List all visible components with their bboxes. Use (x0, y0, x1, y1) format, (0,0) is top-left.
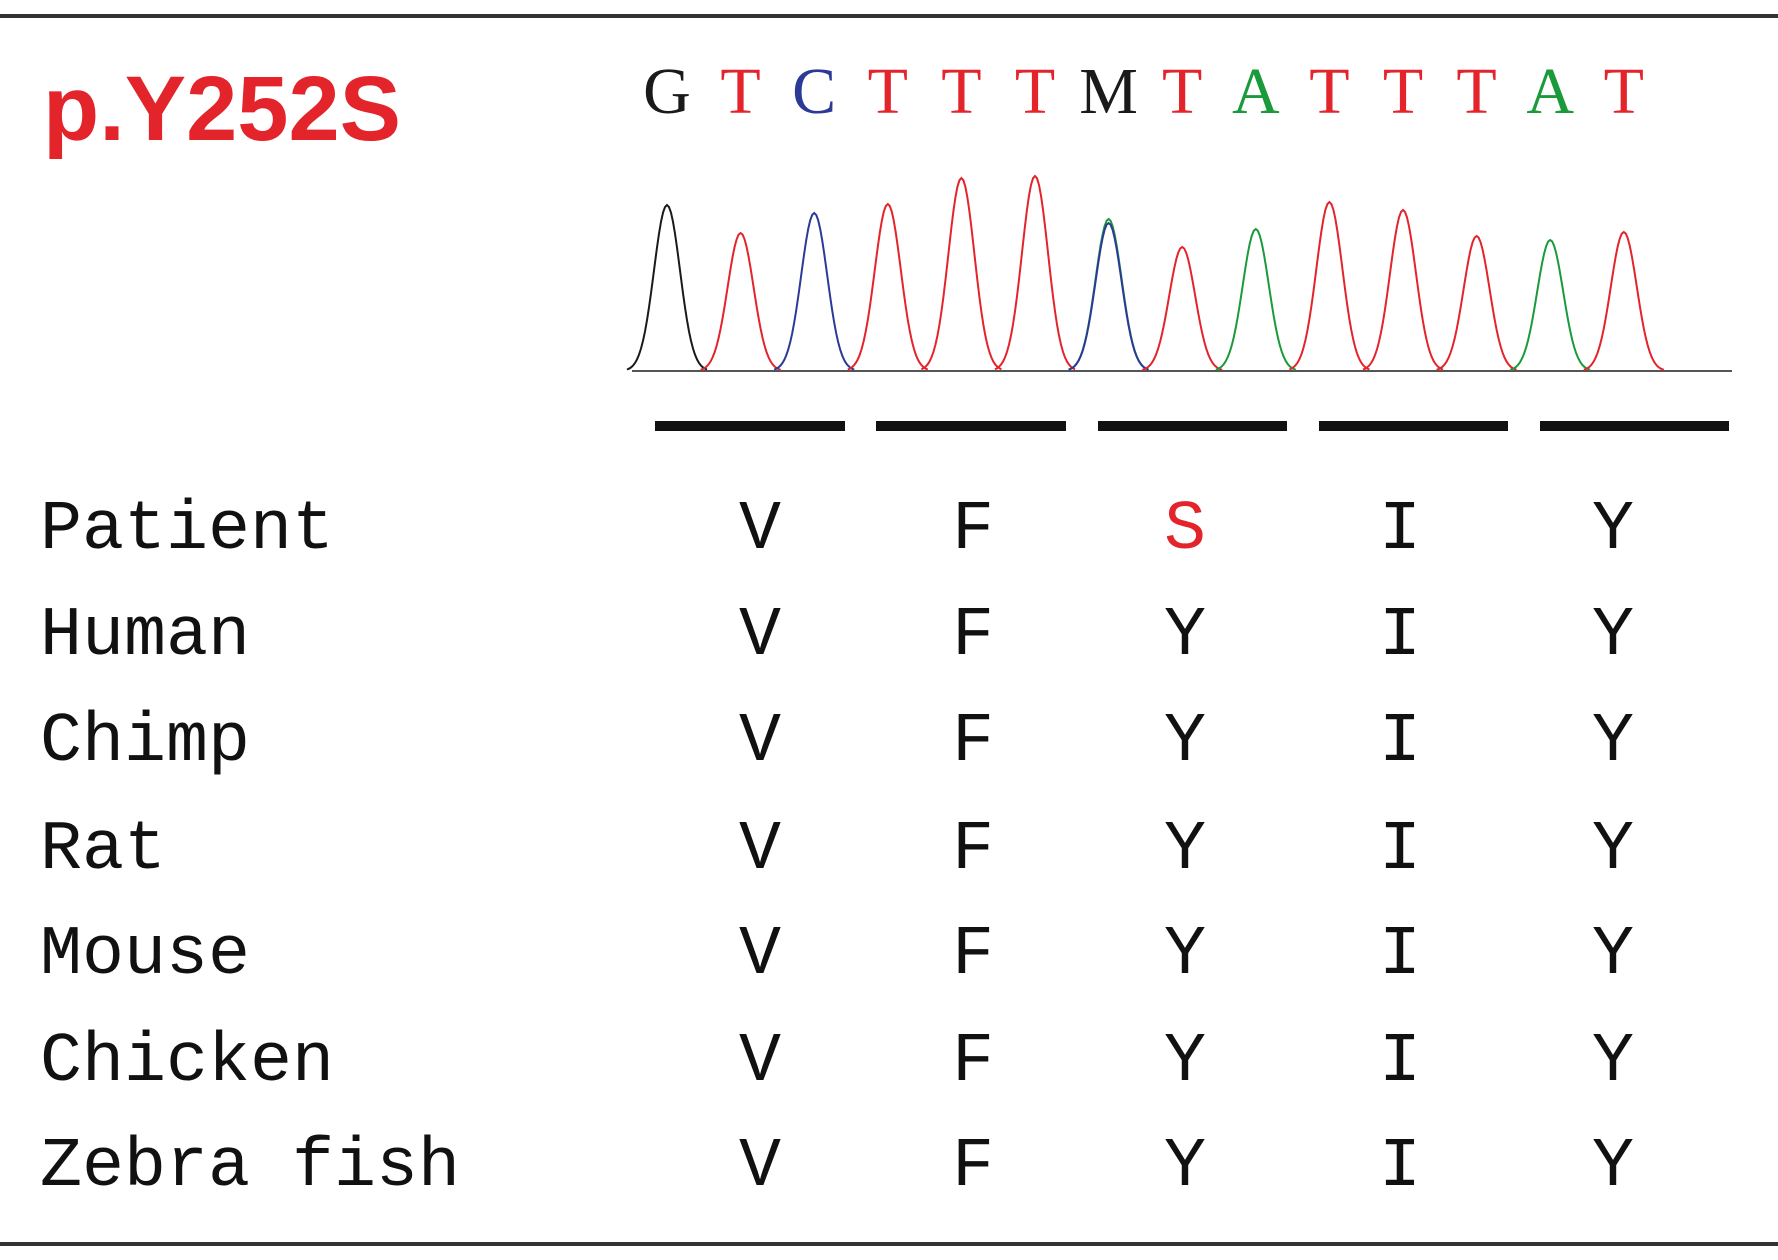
peak (1068, 217, 1149, 371)
species-name: Mouse (40, 916, 250, 995)
base-letter: T (868, 55, 908, 128)
residue: Y (1164, 597, 1206, 676)
peak (626, 203, 708, 371)
residue: I (1379, 1128, 1421, 1207)
peak (847, 202, 929, 371)
species-name: Patient (40, 491, 334, 570)
residue: S (1164, 491, 1206, 570)
species-name: Human (40, 597, 250, 676)
residue: Y (1592, 811, 1634, 890)
residue: Y (1592, 703, 1634, 782)
base-letter: T (1015, 55, 1055, 128)
base-letter: T (941, 55, 981, 128)
species-name: Rat (40, 811, 166, 890)
residue: Y (1164, 916, 1206, 995)
residue: V (739, 811, 781, 890)
peak (1215, 227, 1297, 371)
base-letter: T (1456, 55, 1496, 128)
base-letter: G (643, 55, 691, 128)
residue: Y (1592, 1023, 1634, 1102)
peak (1436, 234, 1517, 371)
residue: Y (1164, 1128, 1206, 1207)
residue: I (1379, 703, 1421, 782)
base-letter: C (792, 55, 836, 128)
base-letter: A (1526, 55, 1574, 128)
residue: F (952, 597, 994, 676)
residue: V (739, 491, 781, 570)
residue: V (739, 1128, 781, 1207)
base-letter: A (1232, 55, 1280, 128)
peak (1068, 221, 1149, 371)
residue: Y (1164, 703, 1206, 782)
base-letter: T (720, 55, 760, 128)
base-letter: T (1309, 55, 1349, 128)
residue: F (952, 491, 994, 570)
peak (1362, 208, 1444, 371)
peak (994, 174, 1076, 371)
residue: F (952, 811, 994, 890)
residue: F (952, 916, 994, 995)
peak (773, 211, 855, 371)
residue: Y (1592, 597, 1634, 676)
residue: I (1379, 491, 1421, 570)
residue: Y (1592, 1128, 1634, 1207)
base-letter: T (1604, 55, 1644, 128)
residue: V (739, 916, 781, 995)
residue: F (952, 1128, 994, 1207)
residue: F (952, 1023, 994, 1102)
residue: Y (1164, 811, 1206, 890)
residue: Y (1592, 491, 1634, 570)
peak (1288, 200, 1370, 371)
residue: V (739, 597, 781, 676)
species-name: Chicken (40, 1023, 334, 1102)
residue: I (1379, 811, 1421, 890)
residue: V (739, 1023, 781, 1102)
residue: I (1379, 1023, 1421, 1102)
base-letter: T (1383, 55, 1423, 128)
residue: V (739, 703, 781, 782)
peak (920, 176, 1002, 371)
base-letter: M (1079, 55, 1138, 128)
peak (1509, 238, 1591, 371)
base-letter: T (1162, 55, 1202, 128)
peak (1141, 245, 1223, 371)
peak (700, 231, 781, 371)
species-name: Zebra fish (40, 1128, 460, 1207)
peak (1583, 230, 1665, 371)
residue: Y (1164, 1023, 1206, 1102)
title: p.Y252S (43, 58, 401, 160)
residue: I (1379, 916, 1421, 995)
residue: I (1379, 597, 1421, 676)
residue: F (952, 703, 994, 782)
species-name: Chimp (40, 703, 250, 782)
residue: Y (1592, 916, 1634, 995)
